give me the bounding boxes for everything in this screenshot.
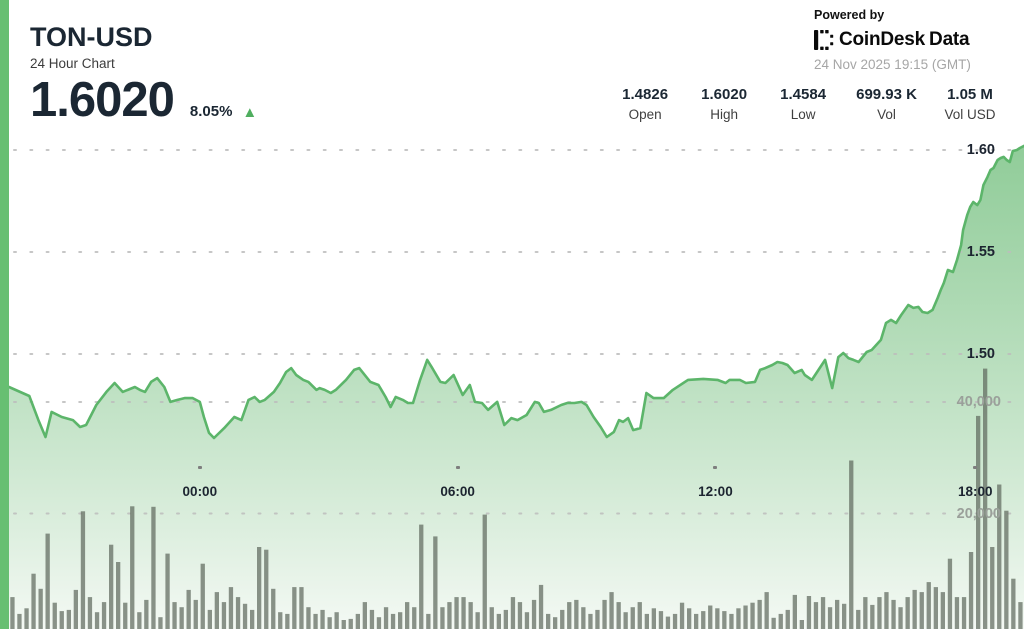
stat-open-label: Open bbox=[628, 107, 662, 122]
symbol-title: TON-USD bbox=[30, 22, 153, 52]
stat-vol-usd-label: Vol USD bbox=[944, 107, 996, 122]
stat-low-label: Low bbox=[790, 107, 816, 122]
powered-by-label: Powered by bbox=[814, 8, 885, 22]
coindesk-logo-icon bbox=[814, 30, 834, 50]
stat-vol-usd-value: 1.05 M bbox=[947, 86, 993, 103]
current-price: 1.6020 bbox=[30, 73, 175, 127]
brand-name-coindesk: CoinDesk bbox=[839, 29, 926, 50]
stat-low: 1.4584 Low bbox=[777, 86, 829, 122]
brand-name-data: Data bbox=[929, 29, 970, 50]
stat-vol-label: Vol bbox=[877, 107, 896, 122]
brand-name: CoinDesk Data bbox=[839, 29, 970, 51]
stat-open-value: 1.4826 bbox=[622, 86, 669, 103]
stat-open: 1.4826 Open bbox=[619, 86, 671, 122]
ohlcv-stats: 1.4826 Open 1.6020 High 1.4584 Low 699.9… bbox=[619, 86, 996, 122]
stat-vol: 699.93 K Vol bbox=[856, 86, 917, 122]
stat-vol-usd: 1.05 M Vol USD bbox=[944, 86, 996, 122]
up-triangle-icon: ▲ bbox=[242, 104, 258, 121]
price-area-fill bbox=[9, 145, 1024, 629]
timestamp: 24 Nov 2025 19:15 (GMT) bbox=[814, 57, 971, 72]
accent-strip bbox=[0, 0, 9, 629]
gridlines bbox=[13, 149, 1024, 515]
stat-vol-value: 699.93 K bbox=[856, 86, 917, 103]
stat-low-value: 1.4584 bbox=[780, 86, 827, 103]
stat-high: 1.6020 High bbox=[698, 86, 750, 122]
branding-block: Powered by CoinDesk Data 24 Nov 2025 19:1… bbox=[814, 8, 1000, 72]
chart-subtitle: 24 Hour Chart bbox=[30, 56, 115, 71]
volume-bars bbox=[10, 368, 1023, 629]
change-percent: 8.05% bbox=[189, 103, 233, 120]
price-line bbox=[7, 144, 1024, 440]
price-row: 1.6020 8.05% ▲ bbox=[30, 74, 257, 126]
chart-header: TON-USD 24 Hour Chart bbox=[30, 22, 153, 71]
stat-high-label: High bbox=[710, 107, 738, 122]
brand-row: CoinDesk Data bbox=[814, 29, 1000, 51]
stat-high-value: 1.6020 bbox=[701, 86, 748, 103]
